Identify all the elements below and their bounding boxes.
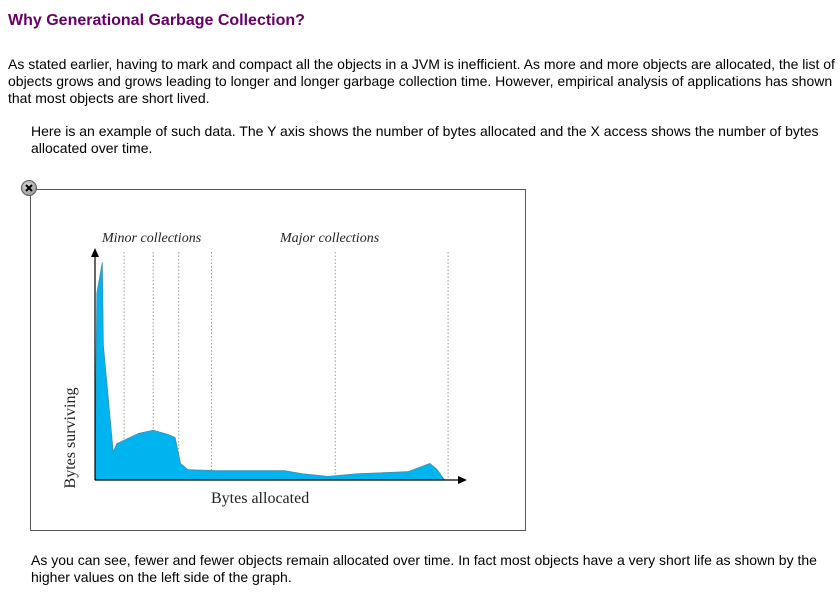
conclusion-paragraph: As you can see, fewer and fewer objects … xyxy=(31,552,817,585)
x-axis-arrow xyxy=(458,476,467,484)
y-axis-arrow xyxy=(91,248,99,257)
chart-figure: Minor collections Major collections Byte… xyxy=(30,189,526,531)
intro-paragraph: As stated earlier, having to mark and co… xyxy=(8,56,835,106)
chart-svg: Minor collections Major collections Byte… xyxy=(62,231,467,507)
y-axis-label: Bytes surviving xyxy=(62,388,79,489)
minor-collections-label: Minor collections xyxy=(101,231,202,246)
survival-area xyxy=(94,262,446,481)
page-title: Why Generational Garbage Collection? xyxy=(8,12,305,29)
figure-close-button[interactable] xyxy=(21,180,37,196)
example-paragraph: Here is an example of such data. The Y a… xyxy=(31,123,819,156)
x-axis-label: Bytes allocated xyxy=(211,490,309,507)
major-collections-label: Major collections xyxy=(279,231,380,246)
close-icon xyxy=(25,184,33,192)
